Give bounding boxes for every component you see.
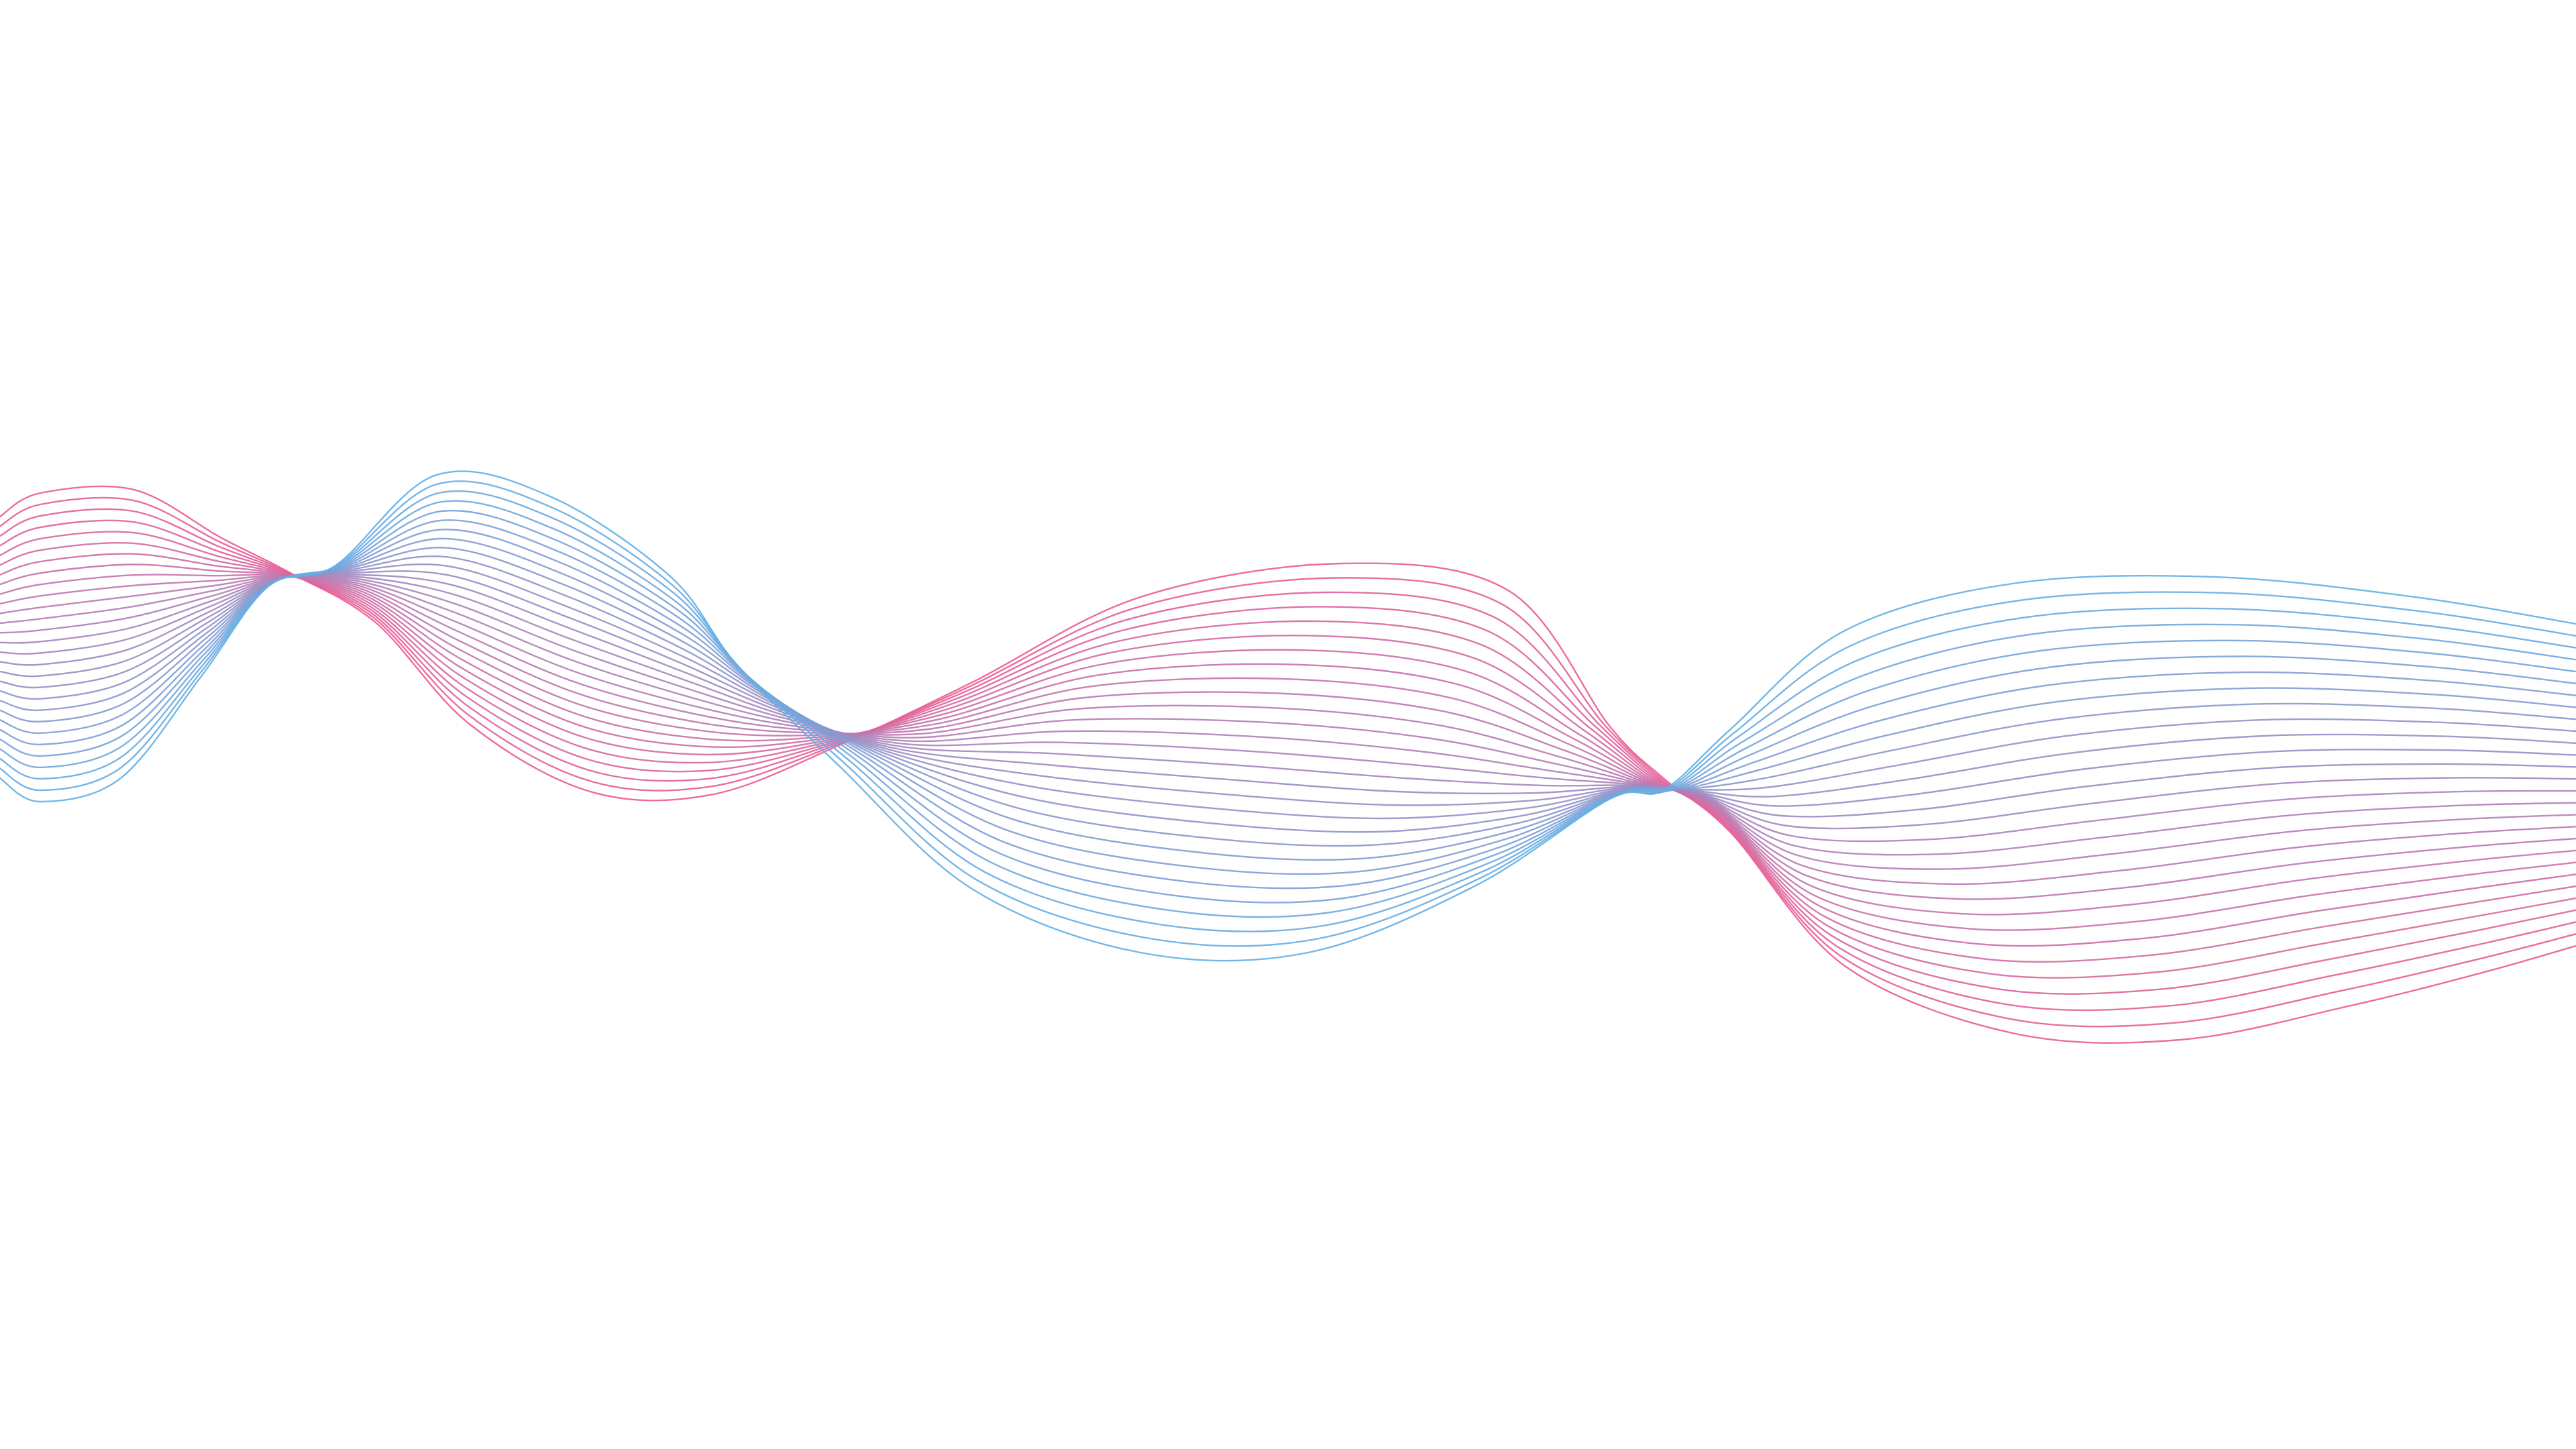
wave-line (0, 485, 2576, 1044)
wave-line (0, 519, 2576, 995)
wave-line (0, 576, 2576, 885)
wave-line (0, 531, 2576, 979)
wave-line (0, 541, 2576, 963)
wave-line (0, 470, 2576, 962)
wave-line (0, 575, 2576, 900)
wave-line (0, 496, 2576, 1028)
wave-lines-group (0, 470, 2576, 1044)
wave-line (0, 508, 2576, 1012)
wave-line (0, 564, 2576, 931)
wave-line (0, 553, 2576, 947)
wave-line (0, 574, 2576, 916)
